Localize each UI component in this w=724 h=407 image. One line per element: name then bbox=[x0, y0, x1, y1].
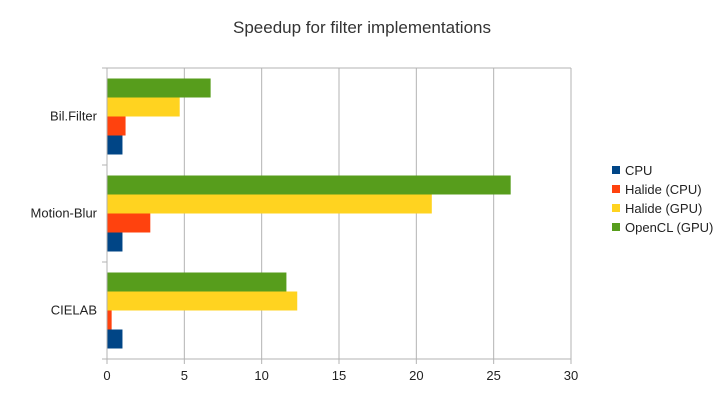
bar-halide-gpu-bil-filter bbox=[107, 97, 180, 117]
bar-cpu-cielab bbox=[107, 329, 123, 349]
bar-halide-gpu-cielab bbox=[107, 291, 298, 311]
x-tick-label: 30 bbox=[564, 368, 578, 383]
bar-opencl-gpu-motion-blur bbox=[107, 175, 511, 195]
bar-opencl-gpu-cielab bbox=[107, 272, 287, 292]
legend-label: CPU bbox=[625, 163, 652, 178]
x-tick-label: 20 bbox=[409, 368, 423, 383]
y-category-label: Motion-Blur bbox=[31, 206, 98, 221]
bar-halide-gpu-motion-blur bbox=[107, 194, 432, 214]
legend-swatch bbox=[612, 223, 620, 231]
x-tick-label: 10 bbox=[254, 368, 268, 383]
legend-swatch bbox=[612, 166, 620, 174]
legend: CPU Halide (CPU) Halide (GPU) OpenCL (GPU) bbox=[612, 163, 713, 235]
legend-swatch bbox=[612, 185, 620, 193]
chart-title: Speedup for filter implementations bbox=[233, 18, 491, 37]
x-tick-label: 15 bbox=[332, 368, 346, 383]
legend-label: OpenCL (GPU) bbox=[625, 220, 713, 235]
y-category-label: Bil.Filter bbox=[50, 109, 98, 124]
bar-opencl-gpu-bil-filter bbox=[107, 78, 211, 98]
y-category-label: CIELAB bbox=[51, 303, 97, 318]
axes: 0 5 10 15 20 25 30 Bil.Filter Motion-Blur CIELAB bbox=[31, 67, 578, 383]
x-tick-label: 0 bbox=[103, 368, 110, 383]
bar-cpu-motion-blur bbox=[107, 232, 123, 252]
x-tick-label: 5 bbox=[181, 368, 188, 383]
legend-label: Halide (GPU) bbox=[625, 201, 702, 216]
bar-cpu-bil-filter bbox=[107, 135, 123, 155]
bar-halide-cpu-bil-filter bbox=[107, 116, 126, 136]
legend-swatch bbox=[612, 204, 620, 212]
bar-halide-cpu-cielab bbox=[107, 310, 112, 330]
bar-halide-cpu-motion-blur bbox=[107, 213, 151, 233]
x-tick-label: 25 bbox=[486, 368, 500, 383]
legend-label: Halide (CPU) bbox=[625, 182, 702, 197]
bars bbox=[107, 78, 511, 349]
